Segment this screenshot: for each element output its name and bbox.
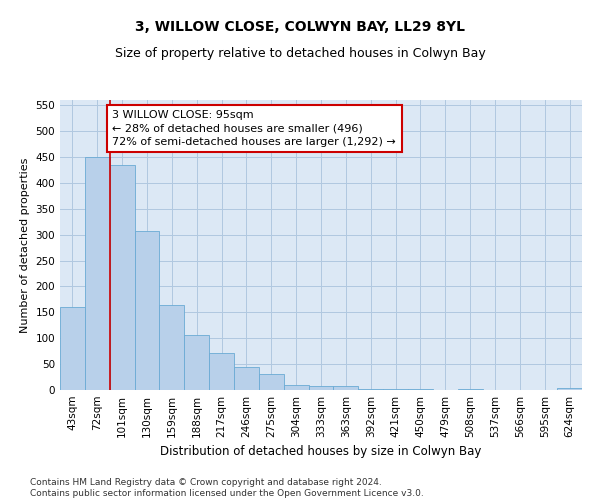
Bar <box>234 366 259 390</box>
Bar <box>334 386 358 390</box>
Bar <box>259 374 284 390</box>
Text: 3 WILLOW CLOSE: 95sqm
← 28% of detached houses are smaller (496)
72% of semi-det: 3 WILLOW CLOSE: 95sqm ← 28% of detached … <box>112 110 396 147</box>
Bar <box>134 231 160 390</box>
Bar <box>557 388 582 390</box>
Bar <box>85 157 110 390</box>
Bar <box>284 385 308 390</box>
Text: Contains HM Land Registry data © Crown copyright and database right 2024.
Contai: Contains HM Land Registry data © Crown c… <box>30 478 424 498</box>
Y-axis label: Number of detached properties: Number of detached properties <box>20 158 30 332</box>
Bar <box>184 335 209 390</box>
Bar <box>110 164 134 390</box>
Bar <box>160 304 184 390</box>
Bar <box>209 352 234 390</box>
X-axis label: Distribution of detached houses by size in Colwyn Bay: Distribution of detached houses by size … <box>160 446 482 458</box>
Text: Size of property relative to detached houses in Colwyn Bay: Size of property relative to detached ho… <box>115 48 485 60</box>
Text: 3, WILLOW CLOSE, COLWYN BAY, LL29 8YL: 3, WILLOW CLOSE, COLWYN BAY, LL29 8YL <box>135 20 465 34</box>
Bar <box>308 386 334 390</box>
Bar <box>60 306 85 390</box>
